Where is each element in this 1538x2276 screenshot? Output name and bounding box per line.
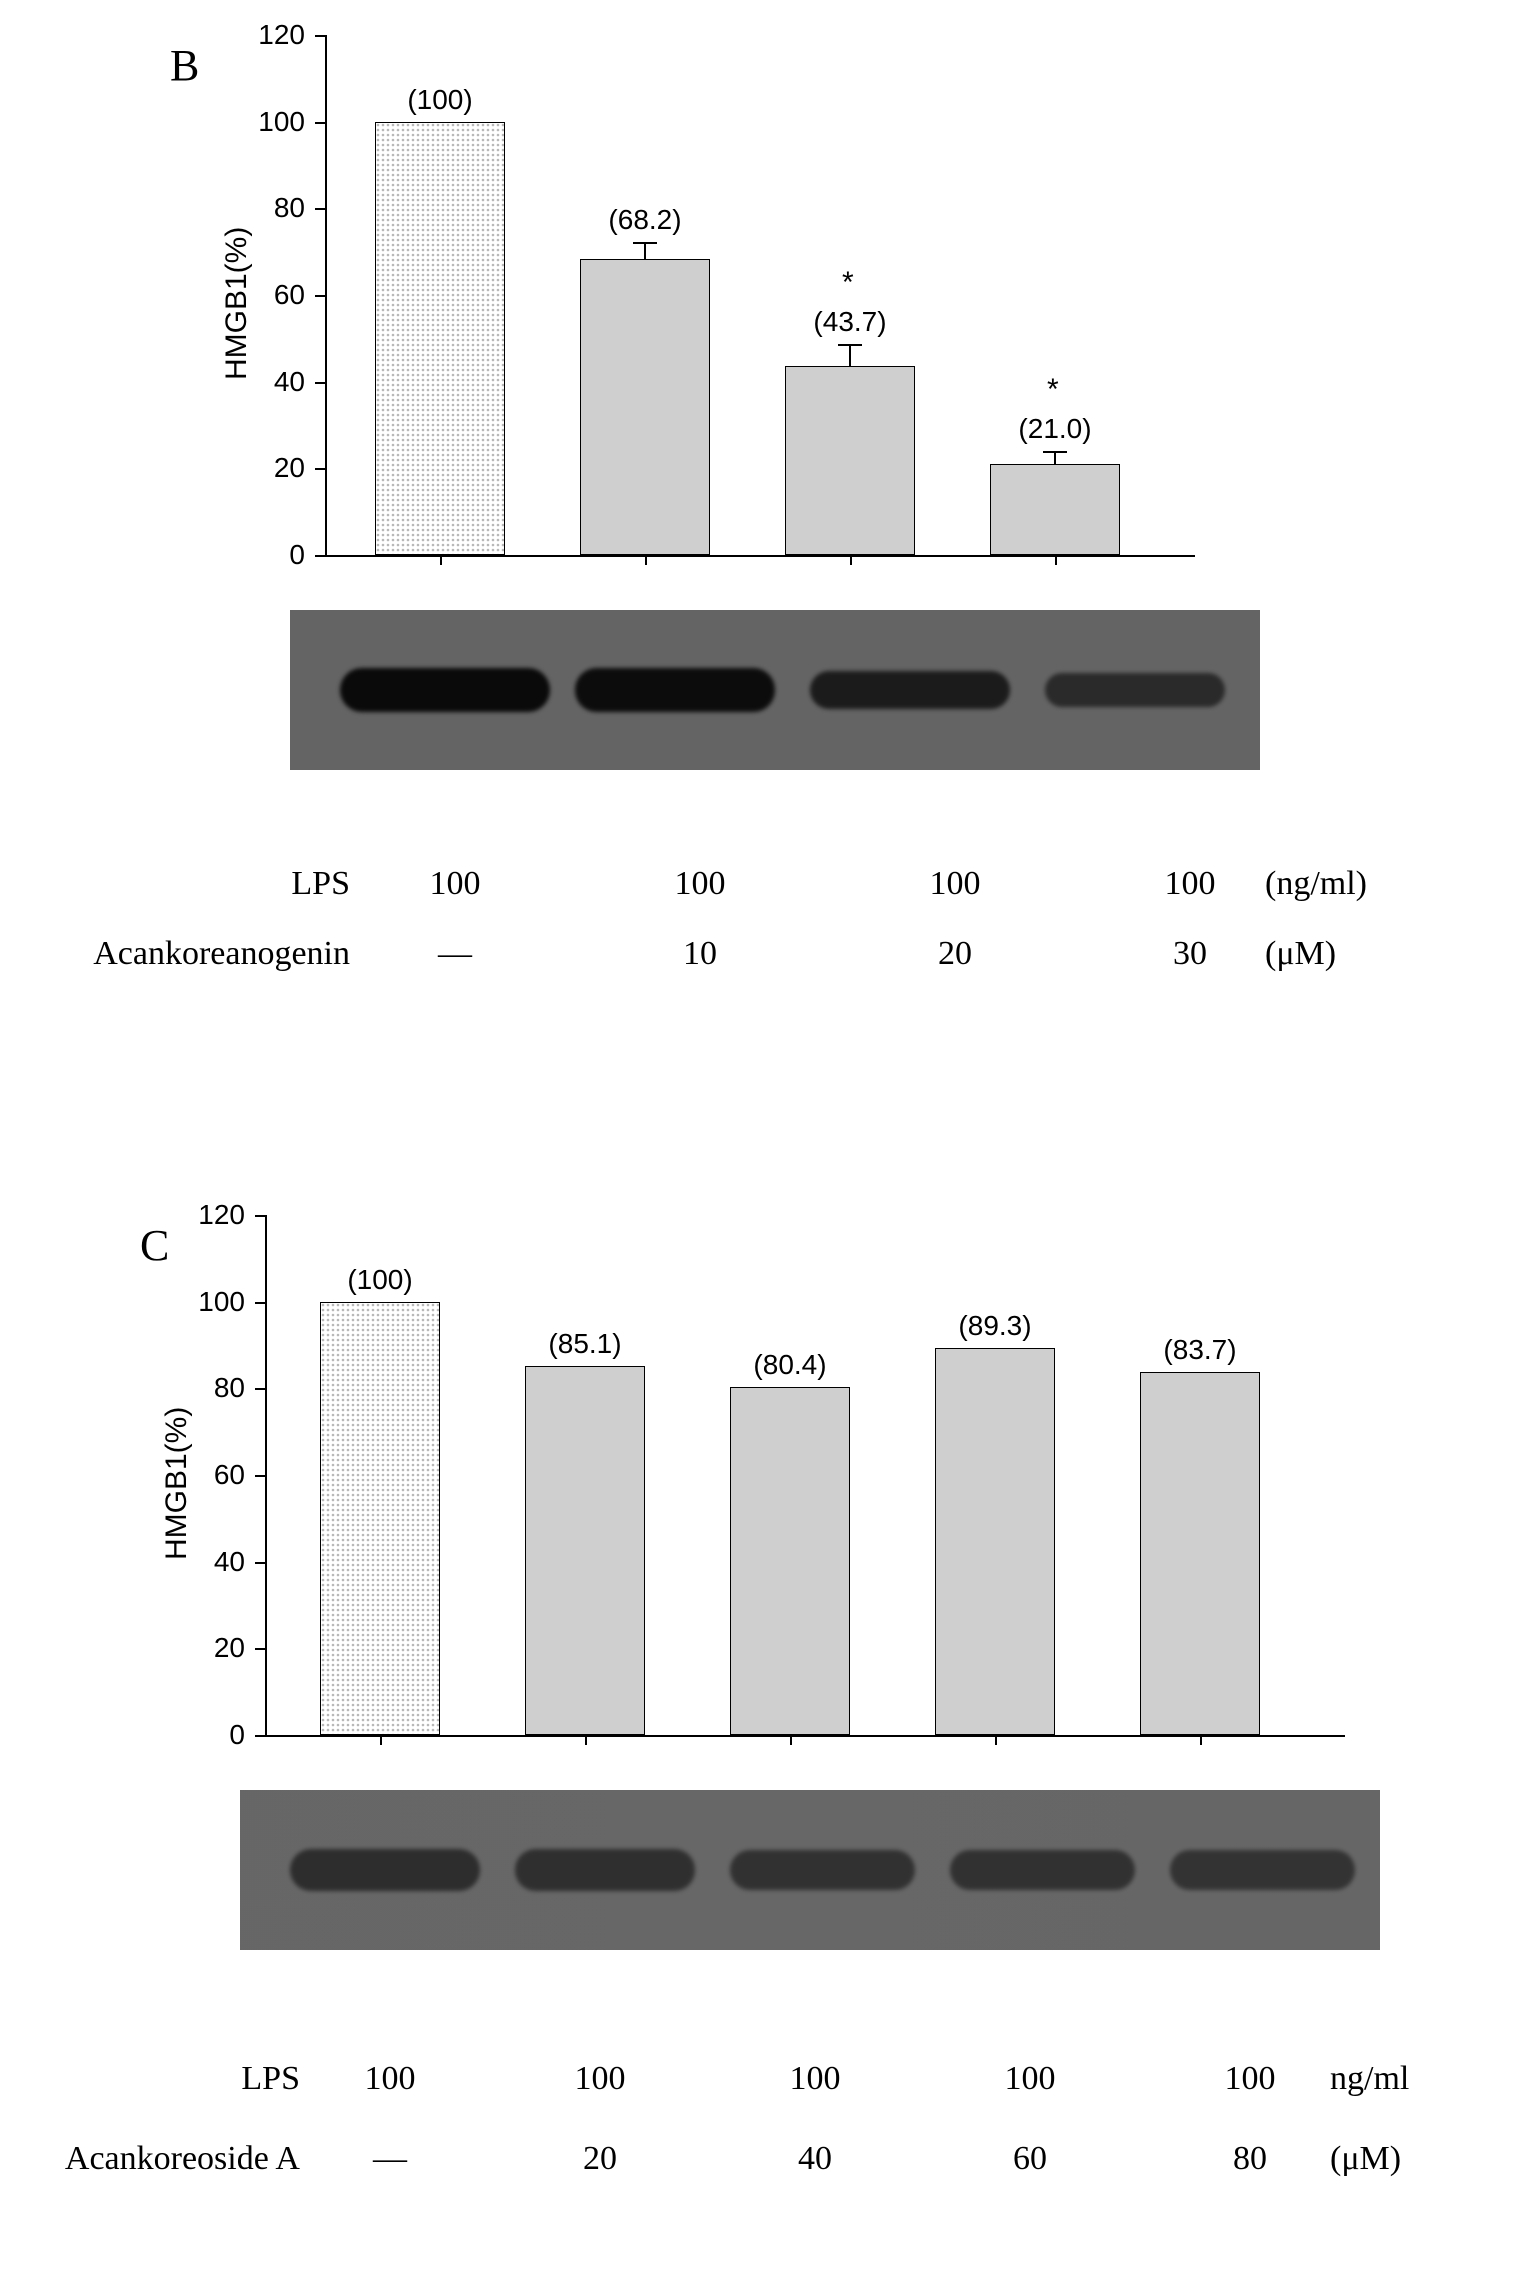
treatment-row-label: Acankoreanogenin xyxy=(0,935,350,973)
treatment-value: 80 xyxy=(1200,2140,1300,2178)
treatment-value: 100 xyxy=(765,2060,865,2098)
treatment-value: 30 xyxy=(1140,935,1240,973)
treatment-row-label: LPS xyxy=(0,865,350,903)
treatment-unit: (μM) xyxy=(1265,935,1336,973)
treatment-value: 10 xyxy=(650,935,750,973)
treatment-value: 100 xyxy=(980,2060,1080,2098)
treatment-value: 100 xyxy=(1200,2060,1300,2098)
treatment-value: 100 xyxy=(405,865,505,903)
treatment-value: — xyxy=(405,935,505,973)
treatment-value: 100 xyxy=(650,865,750,903)
treatment-value: 100 xyxy=(905,865,1005,903)
treatment-unit: (ng/ml) xyxy=(1265,865,1367,903)
treatment-value: 40 xyxy=(765,2140,865,2178)
treatment-row-label: Acankoreoside A xyxy=(0,2140,300,2178)
panel-b: B 020406080100120HMGB1(%)(100)(68.2)(43.… xyxy=(0,0,1538,1030)
treatment-value: 20 xyxy=(550,2140,650,2178)
treatment-value: 20 xyxy=(905,935,1005,973)
treatment-value: 100 xyxy=(340,2060,440,2098)
treatment-unit: (μM) xyxy=(1330,2140,1401,2178)
treatment-value: 100 xyxy=(550,2060,650,2098)
treatment-value: — xyxy=(340,2140,440,2178)
treatment-unit: ng/ml xyxy=(1330,2060,1409,2098)
treatment-value: 100 xyxy=(1140,865,1240,903)
panel-c: C 020406080100120HMGB1(%)(100)(85.1)(80.… xyxy=(0,1180,1538,2240)
panel-b-treatment-table: LPS 100 100 100 100 (ng/ml) Acankoreanogenin — 1… xyxy=(0,0,1538,1050)
treatment-row-label: LPS xyxy=(0,2060,300,2098)
panel-c-treatment-table: LPS 100 100 100 100 100 ng/ml Acankoreoside A — 2… xyxy=(0,1180,1538,2230)
treatment-value: 60 xyxy=(980,2140,1080,2178)
